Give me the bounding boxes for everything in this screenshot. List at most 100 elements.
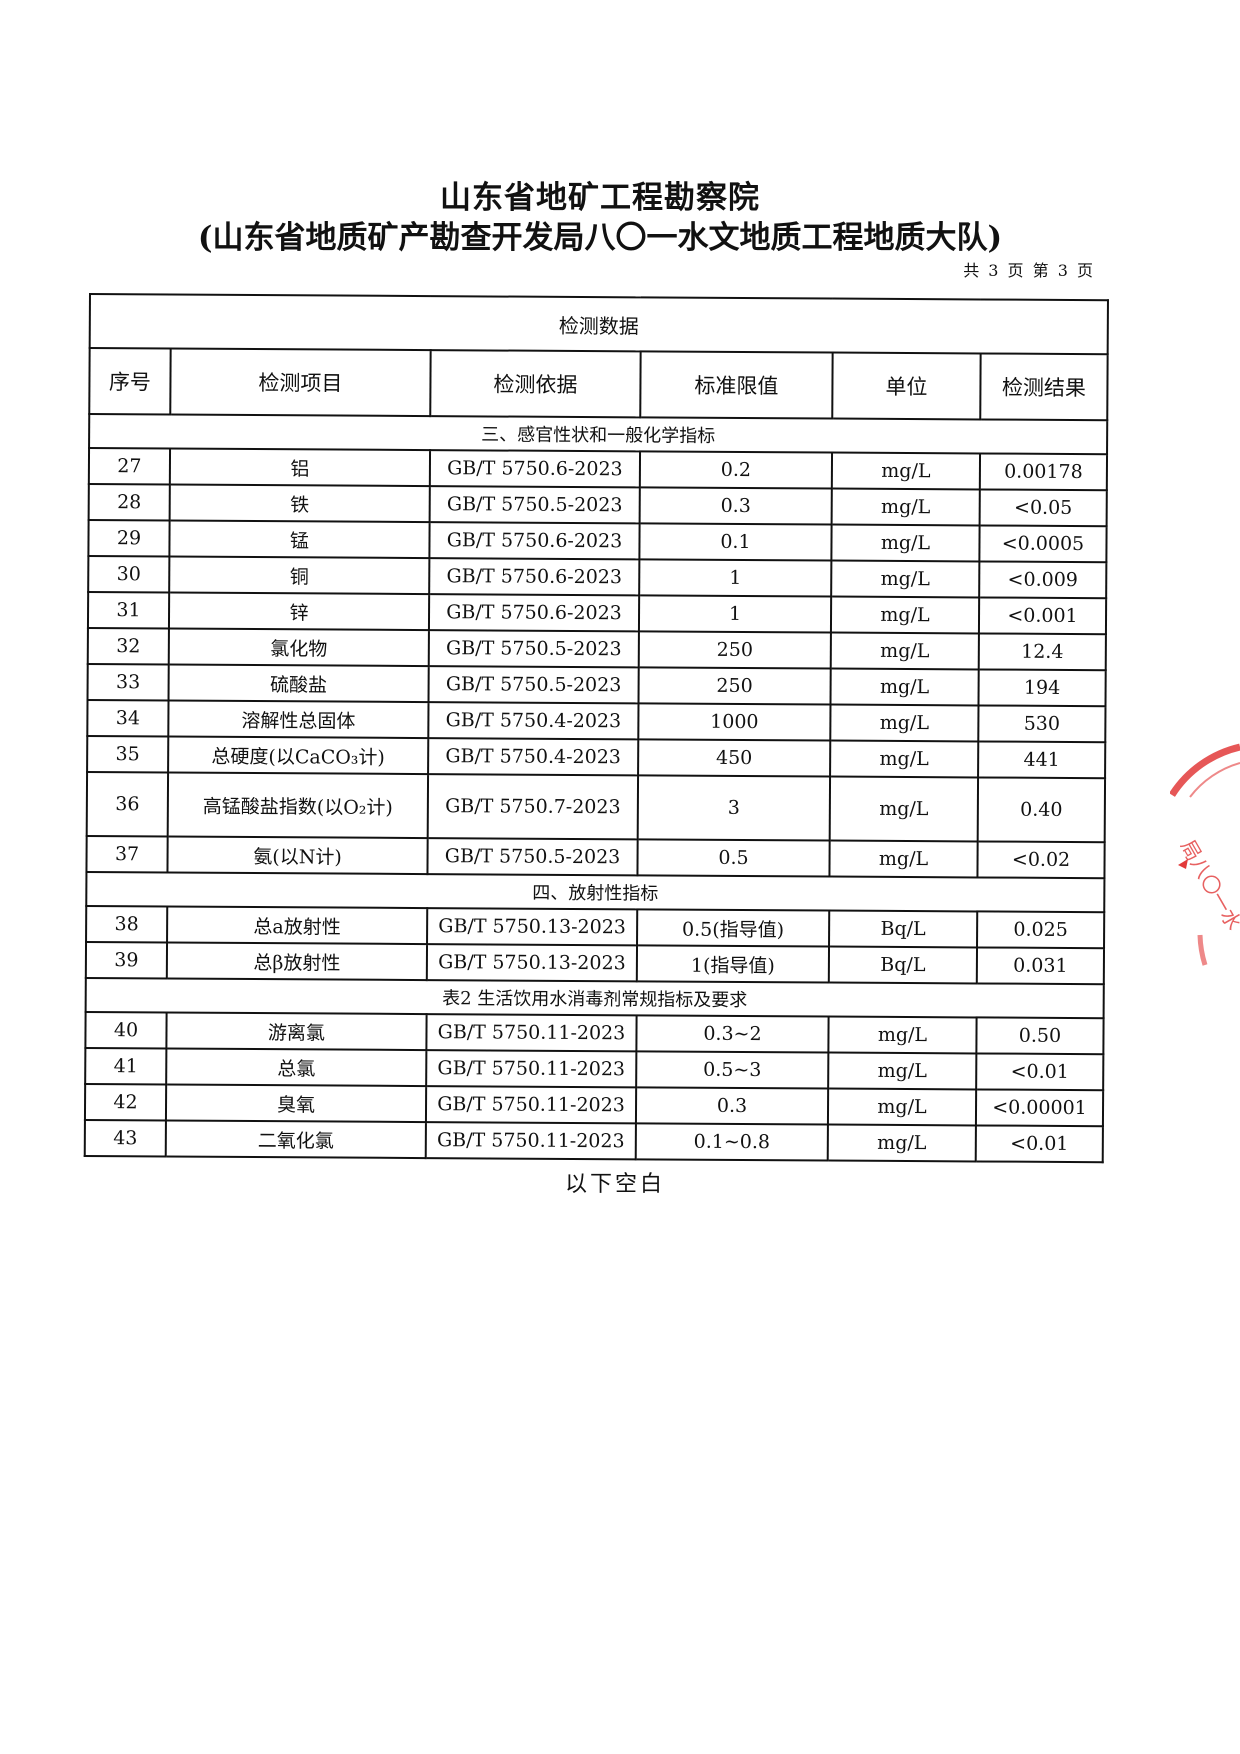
cell-unit: mg/L [830, 668, 979, 706]
cell-result: 12.4 [978, 633, 1106, 671]
cell-unit: mg/L [830, 632, 979, 670]
cell-method: GB/T 5750.11-2023 [426, 1050, 637, 1088]
cell-limit: 0.1~0.8 [635, 1123, 828, 1161]
table-row: 31 锌 GB/T 5750.6-2023 1 mg/L <0.001 [87, 592, 1107, 635]
cell-unit: mg/L [831, 524, 980, 562]
table-row: 30 铜 GB/T 5750.6-2023 1 mg/L <0.009 [88, 556, 1107, 599]
blank-below-note: 以下空白 [564, 1172, 665, 1197]
cell-method: GB/T 5750.6-2023 [429, 522, 640, 560]
cell-unit: mg/L [828, 1052, 977, 1090]
table-row: 42 臭氧 GB/T 5750.11-2023 0.3 mg/L <0.00001 [84, 1083, 1104, 1127]
cell-unit: mg/L [831, 560, 980, 598]
cell-limit: 0.3 [635, 1087, 829, 1125]
cell-unit: Bq/L [829, 910, 978, 948]
cell-limit: 1 [639, 559, 832, 597]
cell-unit: mg/L [829, 776, 979, 842]
cell-result: 194 [978, 669, 1106, 707]
cell-limit: 0.1 [639, 523, 832, 561]
table-row: 37 氨(以N计) GB/T 5750.5-2023 0.5 mg/L <0.02 [86, 835, 1105, 879]
cell-method: GB/T 5750.5-2023 [428, 630, 639, 668]
cell-result: <0.009 [979, 561, 1107, 599]
cell-item: 锰 [169, 520, 430, 559]
cell-item: 二氧化氯 [165, 1120, 426, 1159]
cell-result: 0.40 [977, 777, 1106, 843]
cell-limit: 0.2 [639, 451, 833, 489]
cell-unit: mg/L [829, 840, 978, 878]
cell-item: 总a放射性 [167, 906, 428, 945]
col-header-no: 序号 [89, 348, 171, 415]
cell-no: 40 [85, 1011, 167, 1049]
cell-limit: 0.5~3 [636, 1051, 829, 1089]
table-row: 39 总β放射性 GB/T 5750.13-2023 1(指导值) Bq/L 0.031 [85, 941, 1105, 985]
cell-item: 铜 [169, 556, 430, 595]
table-row: 38 总a放射性 GB/T 5750.13-2023 0.5(指导值) Bq/L 0.02… [86, 905, 1105, 949]
cell-limit: 250 [638, 667, 831, 705]
cell-limit: 1 [638, 595, 832, 633]
cell-method: GB/T 5750.11-2023 [426, 1014, 637, 1052]
cell-limit: 0.5(指导值) [637, 909, 830, 947]
cell-no: 43 [84, 1119, 166, 1157]
cell-no: 33 [87, 663, 169, 701]
cell-result: <0.05 [979, 489, 1107, 527]
cell-no: 31 [87, 592, 170, 629]
cell-method: GB/T 5750.13-2023 [426, 944, 638, 982]
table-row: 28 铁 GB/T 5750.5-2023 0.3 mg/L <0.05 [88, 484, 1107, 527]
cell-item: 总氯 [166, 1048, 427, 1087]
cell-item: 氯化物 [168, 628, 429, 667]
table-caption: 检测数据 [89, 294, 1108, 355]
cell-method: GB/T 5750.11-2023 [425, 1122, 636, 1160]
cell-limit: 1000 [638, 703, 831, 741]
cell-no: 29 [88, 520, 170, 557]
cell-unit: mg/L [830, 704, 979, 742]
cell-item: 总硬度(以CaCO₃计) [168, 736, 429, 775]
cell-limit: 1(指导值) [636, 945, 830, 983]
document-subtitle: (山东省地质矿产勘查开发局八〇一水文地质工程地质大队) [197, 220, 1003, 256]
table-row: 41 总氯 GB/T 5750.11-2023 0.5~3 mg/L <0.01 [85, 1047, 1104, 1091]
cell-method: GB/T 5750.13-2023 [427, 908, 638, 946]
cell-no: 36 [86, 771, 169, 837]
table-row: 33 硫酸盐 GB/T 5750.5-2023 250 mg/L 194 [87, 663, 1106, 707]
cell-limit: 3 [637, 775, 831, 841]
cell-method: GB/T 5750.6-2023 [429, 558, 640, 596]
cell-method: GB/T 5750.7-2023 [427, 774, 639, 840]
table-row: 43 二氧化氯 GB/T 5750.11-2023 0.1~0.8 mg/L <0.01 [84, 1119, 1103, 1163]
table-caption-row: 检测数据 [89, 294, 1108, 355]
cell-item: 硫酸盐 [168, 664, 429, 703]
cell-unit: mg/L [827, 1124, 976, 1162]
cell-item: 铝 [169, 448, 431, 487]
svg-text:局八〇一水: 局八〇一水 [1176, 836, 1240, 935]
table-header-row: 序号 检测项目 检测依据 标准限值 单位 检测结果 [89, 348, 1108, 421]
cell-limit: 0.5 [637, 839, 830, 877]
cell-result: 441 [978, 741, 1106, 779]
cell-no: 32 [87, 627, 169, 665]
cell-no: 37 [86, 835, 168, 873]
cell-item: 氨(以N计) [167, 836, 428, 875]
cell-no: 34 [87, 699, 169, 737]
cell-result: 0.031 [976, 947, 1105, 985]
cell-unit: mg/L [830, 596, 980, 634]
cell-unit: Bq/L [828, 946, 978, 984]
cell-result: 530 [978, 705, 1106, 743]
table-row: 34 溶解性总固体 GB/T 5750.4-2023 1000 mg/L 530 [87, 699, 1106, 743]
cell-item: 游离氯 [166, 1012, 427, 1051]
cell-item: 总β放射性 [166, 942, 428, 981]
cell-unit: mg/L [827, 1088, 977, 1126]
col-header-item: 检测项目 [170, 348, 431, 417]
cell-result: <0.00001 [975, 1089, 1104, 1127]
col-header-result: 检测结果 [980, 353, 1108, 421]
col-header-unit: 单位 [832, 352, 981, 420]
cell-method: GB/T 5750.5-2023 [429, 486, 640, 524]
cell-item: 铁 [169, 484, 430, 523]
cell-no: 41 [85, 1047, 167, 1085]
cell-item: 高锰酸盐指数(以O₂计) [167, 772, 429, 839]
cell-unit: mg/L [831, 488, 980, 526]
cell-item: 溶解性总固体 [168, 700, 429, 739]
table-row: 27 铝 GB/T 5750.6-2023 0.2 mg/L 0.00178 [88, 448, 1108, 491]
table-row: 29 锰 GB/T 5750.6-2023 0.1 mg/L <0.0005 [88, 520, 1107, 563]
table-row: 32 氯化物 GB/T 5750.5-2023 250 mg/L 12.4 [87, 627, 1106, 671]
cell-method: GB/T 5750.4-2023 [428, 702, 639, 740]
cell-limit: 0.3 [639, 487, 832, 525]
cell-result: 0.025 [977, 911, 1105, 949]
cell-unit: mg/L [830, 740, 979, 778]
col-header-limit: 标准限值 [640, 351, 833, 419]
